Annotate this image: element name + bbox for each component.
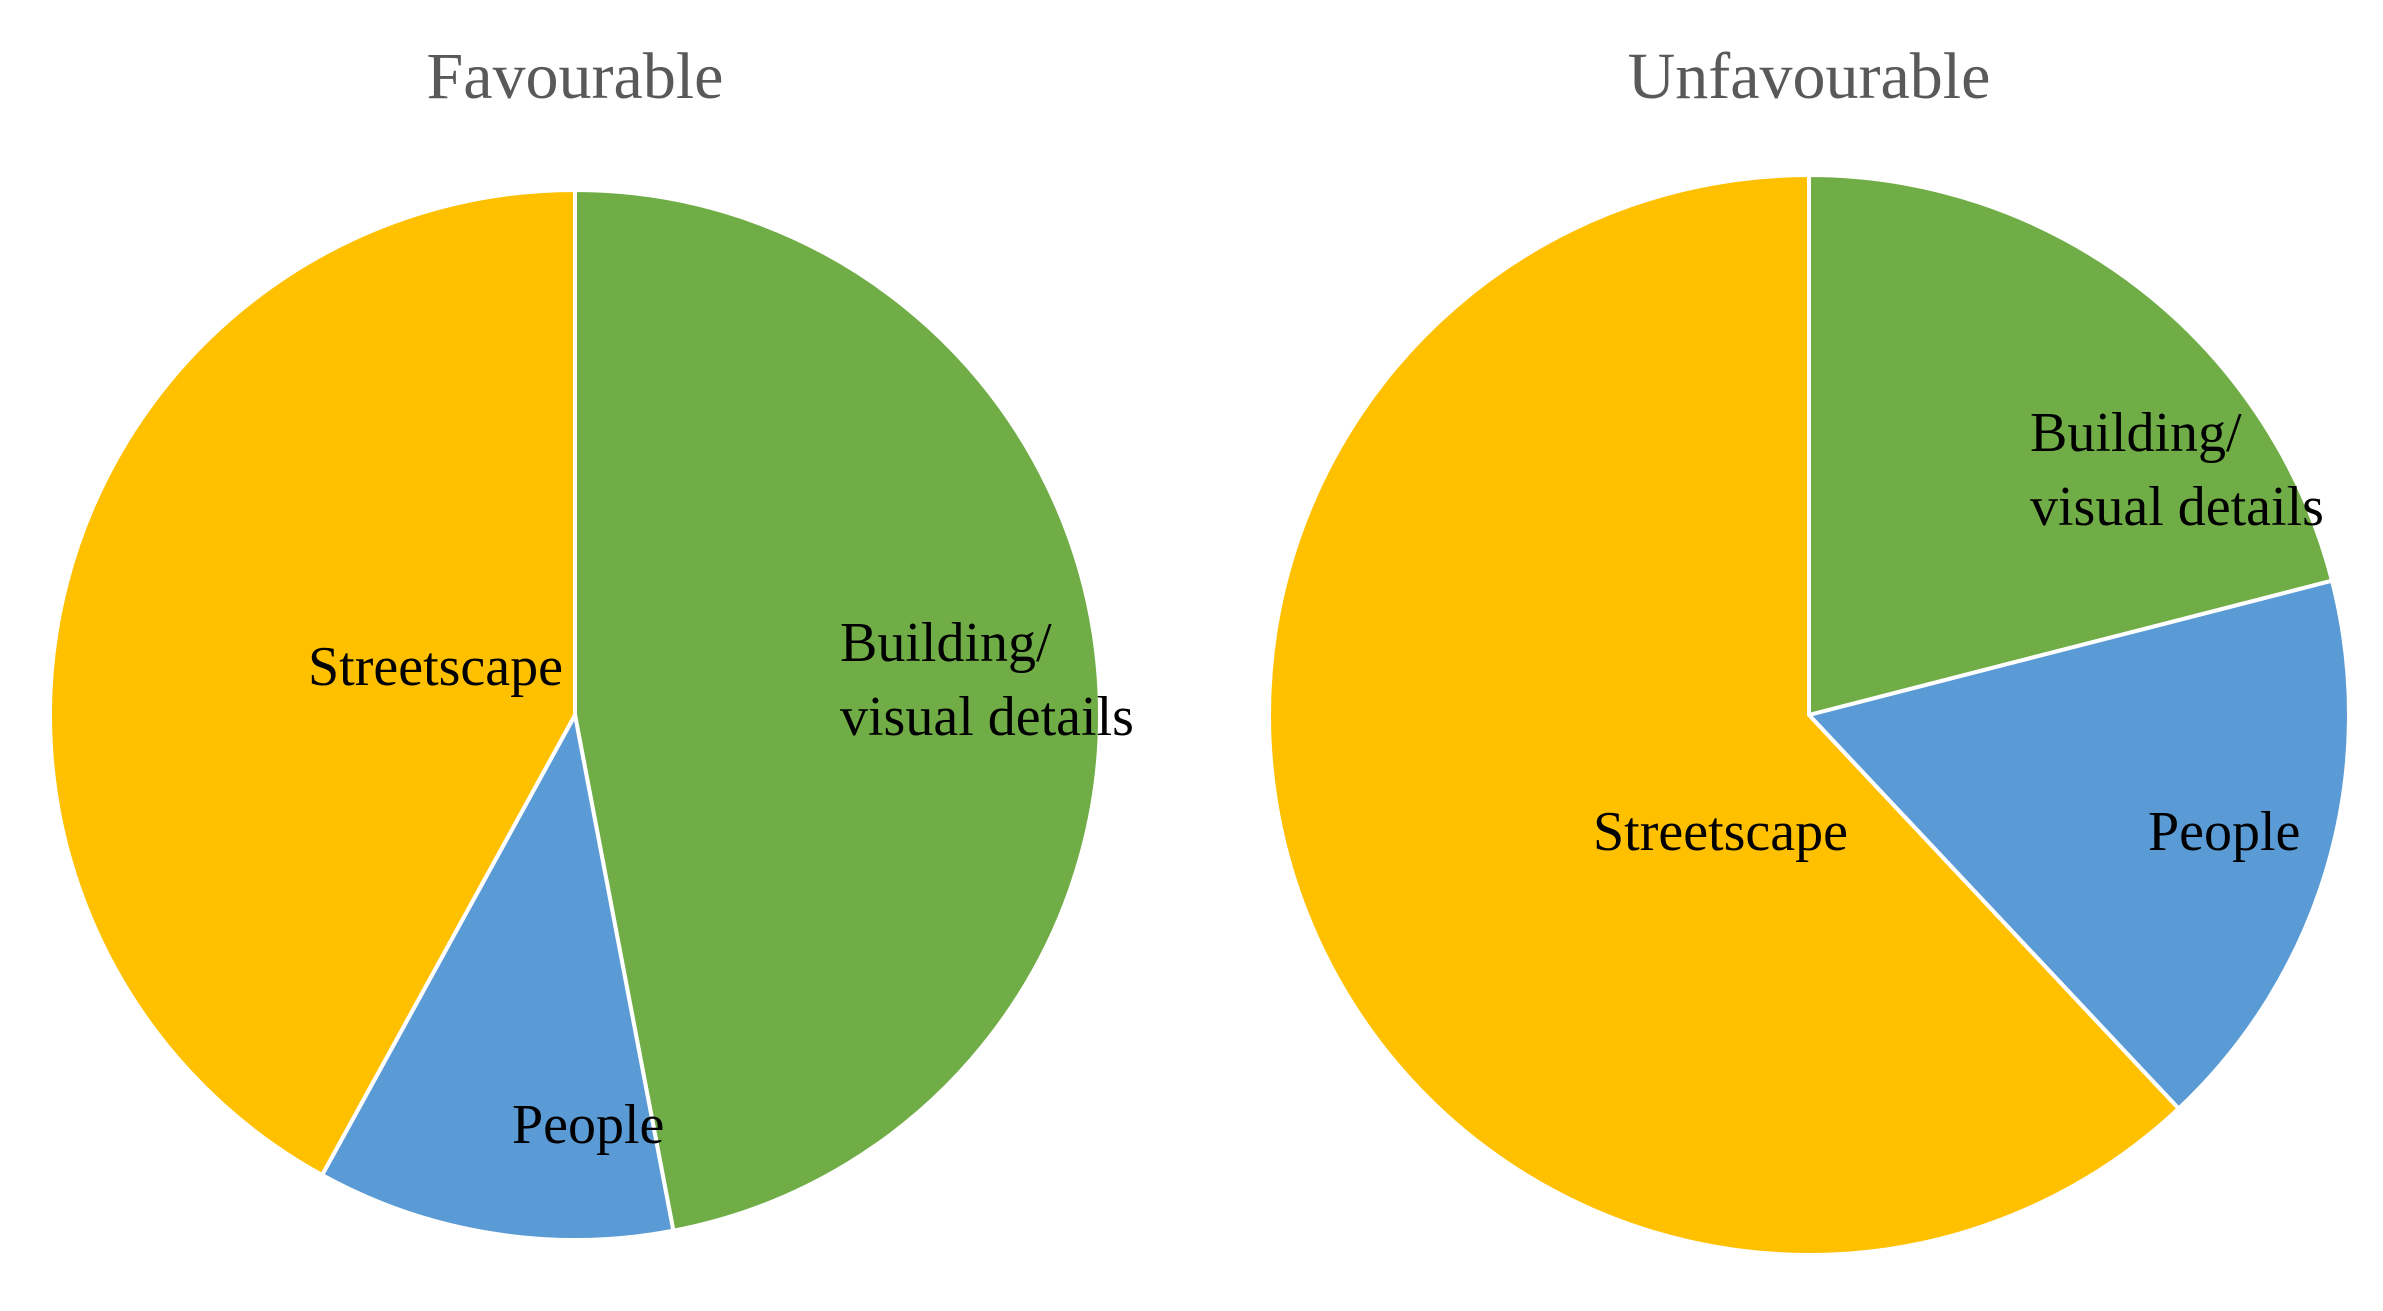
unfavourable-label-line: Streetscape — [1593, 801, 1848, 863]
favourable-label-line: visual details — [840, 686, 1134, 748]
favourable-label-people: People — [512, 1094, 664, 1156]
unfavourable-label-line: Building/ — [2030, 402, 2242, 464]
unfavourable-slice-people — [1805, 578, 2351, 1112]
unfavourable-slice-building-visual-details — [1807, 172, 2335, 718]
unfavourable-label-building-visual-details: Building/visual details — [2030, 402, 2324, 538]
unfavourable-label-streetscape: Streetscape — [1593, 801, 1848, 863]
favourable-pie-chart: Favourable Building/visual details People S… — [48, 40, 1134, 1242]
unfavourable-label-line: visual details — [2030, 476, 2324, 538]
unfavourable-chart-title: Unfavourable — [1628, 40, 1991, 113]
favourable-label-line: Building/ — [840, 612, 1052, 674]
favourable-slice-streetscape — [48, 187, 577, 1178]
favourable-label-building-visual-details: Building/visual details — [840, 612, 1134, 748]
unfavourable-label-line: People — [2148, 801, 2300, 863]
favourable-label-line: People — [512, 1094, 664, 1156]
favourable-label-streetscape: Streetscape — [308, 636, 563, 698]
favourable-slice-people — [319, 709, 676, 1242]
favourable-slice-building-visual-details — [573, 187, 1102, 1234]
unfavourable-label-people: People — [2148, 801, 2300, 863]
unfavourable-pie-chart: Unfavourable Building/visual details Peopl… — [1267, 40, 2351, 1257]
unfavourable-slice-streetscape — [1267, 172, 2182, 1257]
favourable-chart-title: Favourable — [427, 40, 724, 113]
favourable-label-line: Streetscape — [308, 636, 563, 698]
